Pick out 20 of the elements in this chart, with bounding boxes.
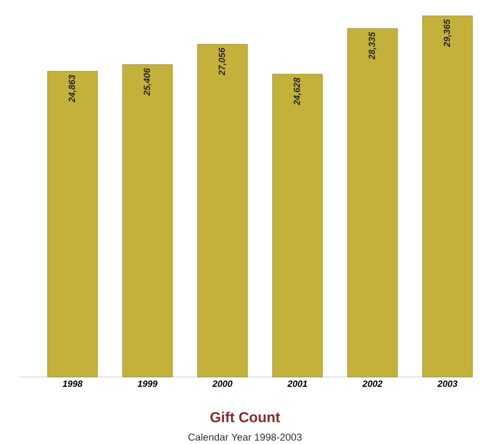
data-label: 24,628	[294, 78, 302, 106]
x-tick-label: 1999	[138, 380, 158, 387]
data-label: 27,056	[218, 48, 226, 76]
data-label: 25,406	[144, 68, 152, 96]
data-label: 28,335	[368, 32, 376, 60]
bar	[122, 64, 173, 378]
bar	[422, 16, 473, 378]
data-label: 24,863	[68, 74, 76, 102]
bar	[272, 74, 323, 378]
x-tick-label: 1998	[62, 380, 82, 387]
data-label: 29,365	[444, 19, 452, 48]
bar	[47, 71, 98, 378]
x-tick-label: 2003	[437, 380, 458, 387]
bar	[347, 28, 398, 378]
text: Gift Count	[210, 412, 280, 422]
bar	[197, 44, 248, 378]
x-tick-label: 2001	[287, 380, 308, 387]
text: Calendar Year 1998-2003	[188, 433, 302, 441]
x-tick-label: 2002	[362, 380, 382, 387]
x-tick-label: 2000	[212, 380, 232, 387]
